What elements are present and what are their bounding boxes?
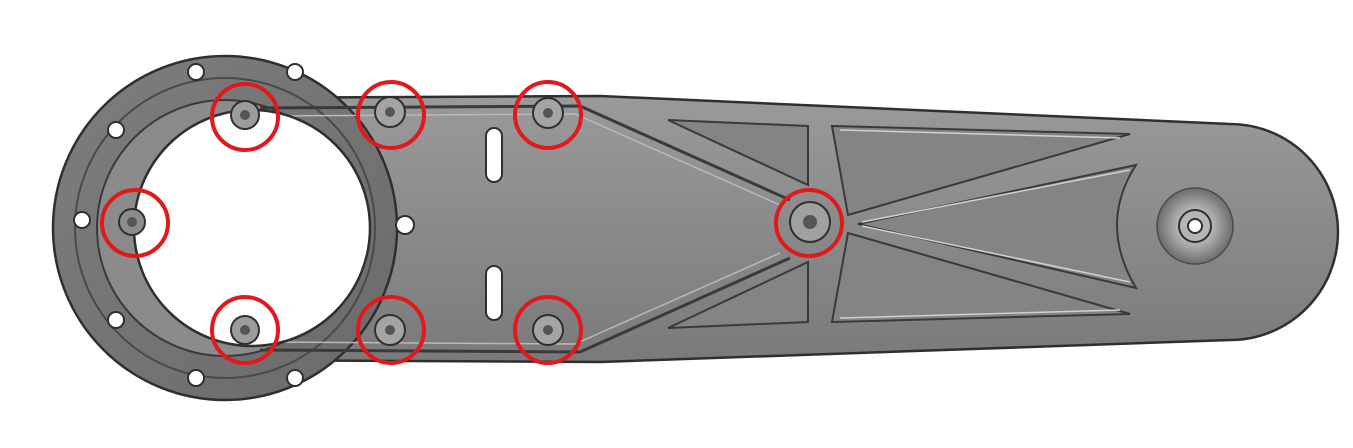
flange-holes [73, 63, 304, 387]
flange-hole [187, 369, 205, 387]
truss-ribs [667, 119, 1139, 329]
flange-hole [187, 63, 205, 81]
flange-hole [286, 369, 304, 387]
marker-circle [210, 295, 280, 365]
truss-highlights [839, 129, 1131, 319]
marker-circle [356, 80, 426, 150]
marker-circle [100, 188, 170, 258]
marker-circle [210, 82, 280, 152]
marker-circle [513, 295, 583, 365]
bolt-bosses [118, 96, 831, 346]
slot-lower [485, 265, 503, 321]
marker-circle [356, 295, 426, 365]
flange-step [74, 77, 376, 379]
annotation-markers [100, 80, 844, 365]
end-boss-hole [1187, 218, 1203, 234]
marker-circle [513, 80, 583, 150]
small-hole [395, 215, 415, 235]
marker-circle [774, 188, 844, 258]
flange-hole [286, 63, 304, 81]
flange-hole [107, 121, 125, 139]
slot-upper [485, 127, 503, 183]
flange-hole [73, 211, 91, 229]
arm-groove-inner [269, 113, 781, 345]
flange-hole [107, 311, 125, 329]
